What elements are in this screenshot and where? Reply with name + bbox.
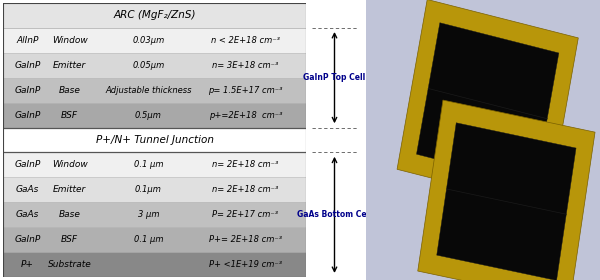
Text: 0.03μm: 0.03μm — [133, 36, 164, 45]
Text: Emitter: Emitter — [53, 185, 86, 194]
Text: Base: Base — [59, 86, 80, 95]
Bar — [3, 153, 306, 178]
Text: p+=2E+18  cm⁻³: p+=2E+18 cm⁻³ — [209, 111, 282, 120]
Text: 0.5μm: 0.5μm — [135, 111, 162, 120]
Polygon shape — [397, 0, 578, 208]
Text: GaInP Top Cell: GaInP Top Cell — [304, 73, 365, 82]
Text: n= 2E+18 cm⁻³: n= 2E+18 cm⁻³ — [212, 160, 278, 169]
Bar — [3, 28, 306, 53]
Text: P+/N+ Tunnel Junction: P+/N+ Tunnel Junction — [95, 135, 214, 145]
Text: P+= 2E+18 cm⁻³: P+= 2E+18 cm⁻³ — [209, 235, 282, 244]
Text: GaInP: GaInP — [14, 160, 40, 169]
Text: Base: Base — [59, 210, 80, 219]
Text: p= 1.5E+17 cm⁻³: p= 1.5E+17 cm⁻³ — [208, 86, 283, 95]
Text: BSF: BSF — [61, 111, 78, 120]
Text: GaInP: GaInP — [14, 86, 40, 95]
Text: GaInP: GaInP — [14, 61, 40, 70]
Text: n < 2E+18 cm⁻³: n < 2E+18 cm⁻³ — [211, 36, 280, 45]
Text: 0.1μm: 0.1μm — [135, 185, 162, 194]
Text: 0.1 μm: 0.1 μm — [134, 235, 163, 244]
Text: GaAs: GaAs — [16, 210, 39, 219]
Text: Window: Window — [52, 36, 88, 45]
Text: GaAs: GaAs — [16, 185, 39, 194]
Text: Window: Window — [52, 160, 88, 169]
Text: 0.05μm: 0.05μm — [133, 61, 164, 70]
Bar — [3, 102, 306, 127]
Text: ARC (MgF₂/ZnS): ARC (MgF₂/ZnS) — [113, 10, 196, 20]
Bar — [3, 53, 306, 78]
Bar — [3, 202, 306, 227]
Text: 0.1 μm: 0.1 μm — [134, 160, 163, 169]
Text: n= 3E+18 cm⁻³: n= 3E+18 cm⁻³ — [212, 61, 278, 70]
Text: Adjustable thickness: Adjustable thickness — [105, 86, 191, 95]
Polygon shape — [416, 23, 559, 185]
Bar — [3, 78, 306, 102]
Bar — [3, 227, 306, 252]
Bar — [3, 178, 306, 202]
Text: P+: P+ — [21, 260, 34, 269]
Text: GaInP: GaInP — [14, 235, 40, 244]
Text: Emitter: Emitter — [53, 61, 86, 70]
Text: n= 2E+18 cm⁻³: n= 2E+18 cm⁻³ — [212, 185, 278, 194]
Polygon shape — [437, 123, 576, 280]
Text: AlInP: AlInP — [16, 36, 38, 45]
Text: P= 2E+17 cm⁻³: P= 2E+17 cm⁻³ — [212, 210, 278, 219]
Text: GaInP: GaInP — [14, 111, 40, 120]
Text: BSF: BSF — [61, 235, 78, 244]
Bar — [3, 127, 306, 153]
Text: Substrate: Substrate — [48, 260, 92, 269]
Bar — [3, 252, 306, 277]
Polygon shape — [418, 100, 595, 280]
Text: 3 μm: 3 μm — [137, 210, 159, 219]
Text: P+ <1E+19 cm⁻³: P+ <1E+19 cm⁻³ — [209, 260, 282, 269]
Bar — [3, 3, 306, 28]
Text: GaAs Bottom Cell: GaAs Bottom Cell — [297, 210, 372, 219]
